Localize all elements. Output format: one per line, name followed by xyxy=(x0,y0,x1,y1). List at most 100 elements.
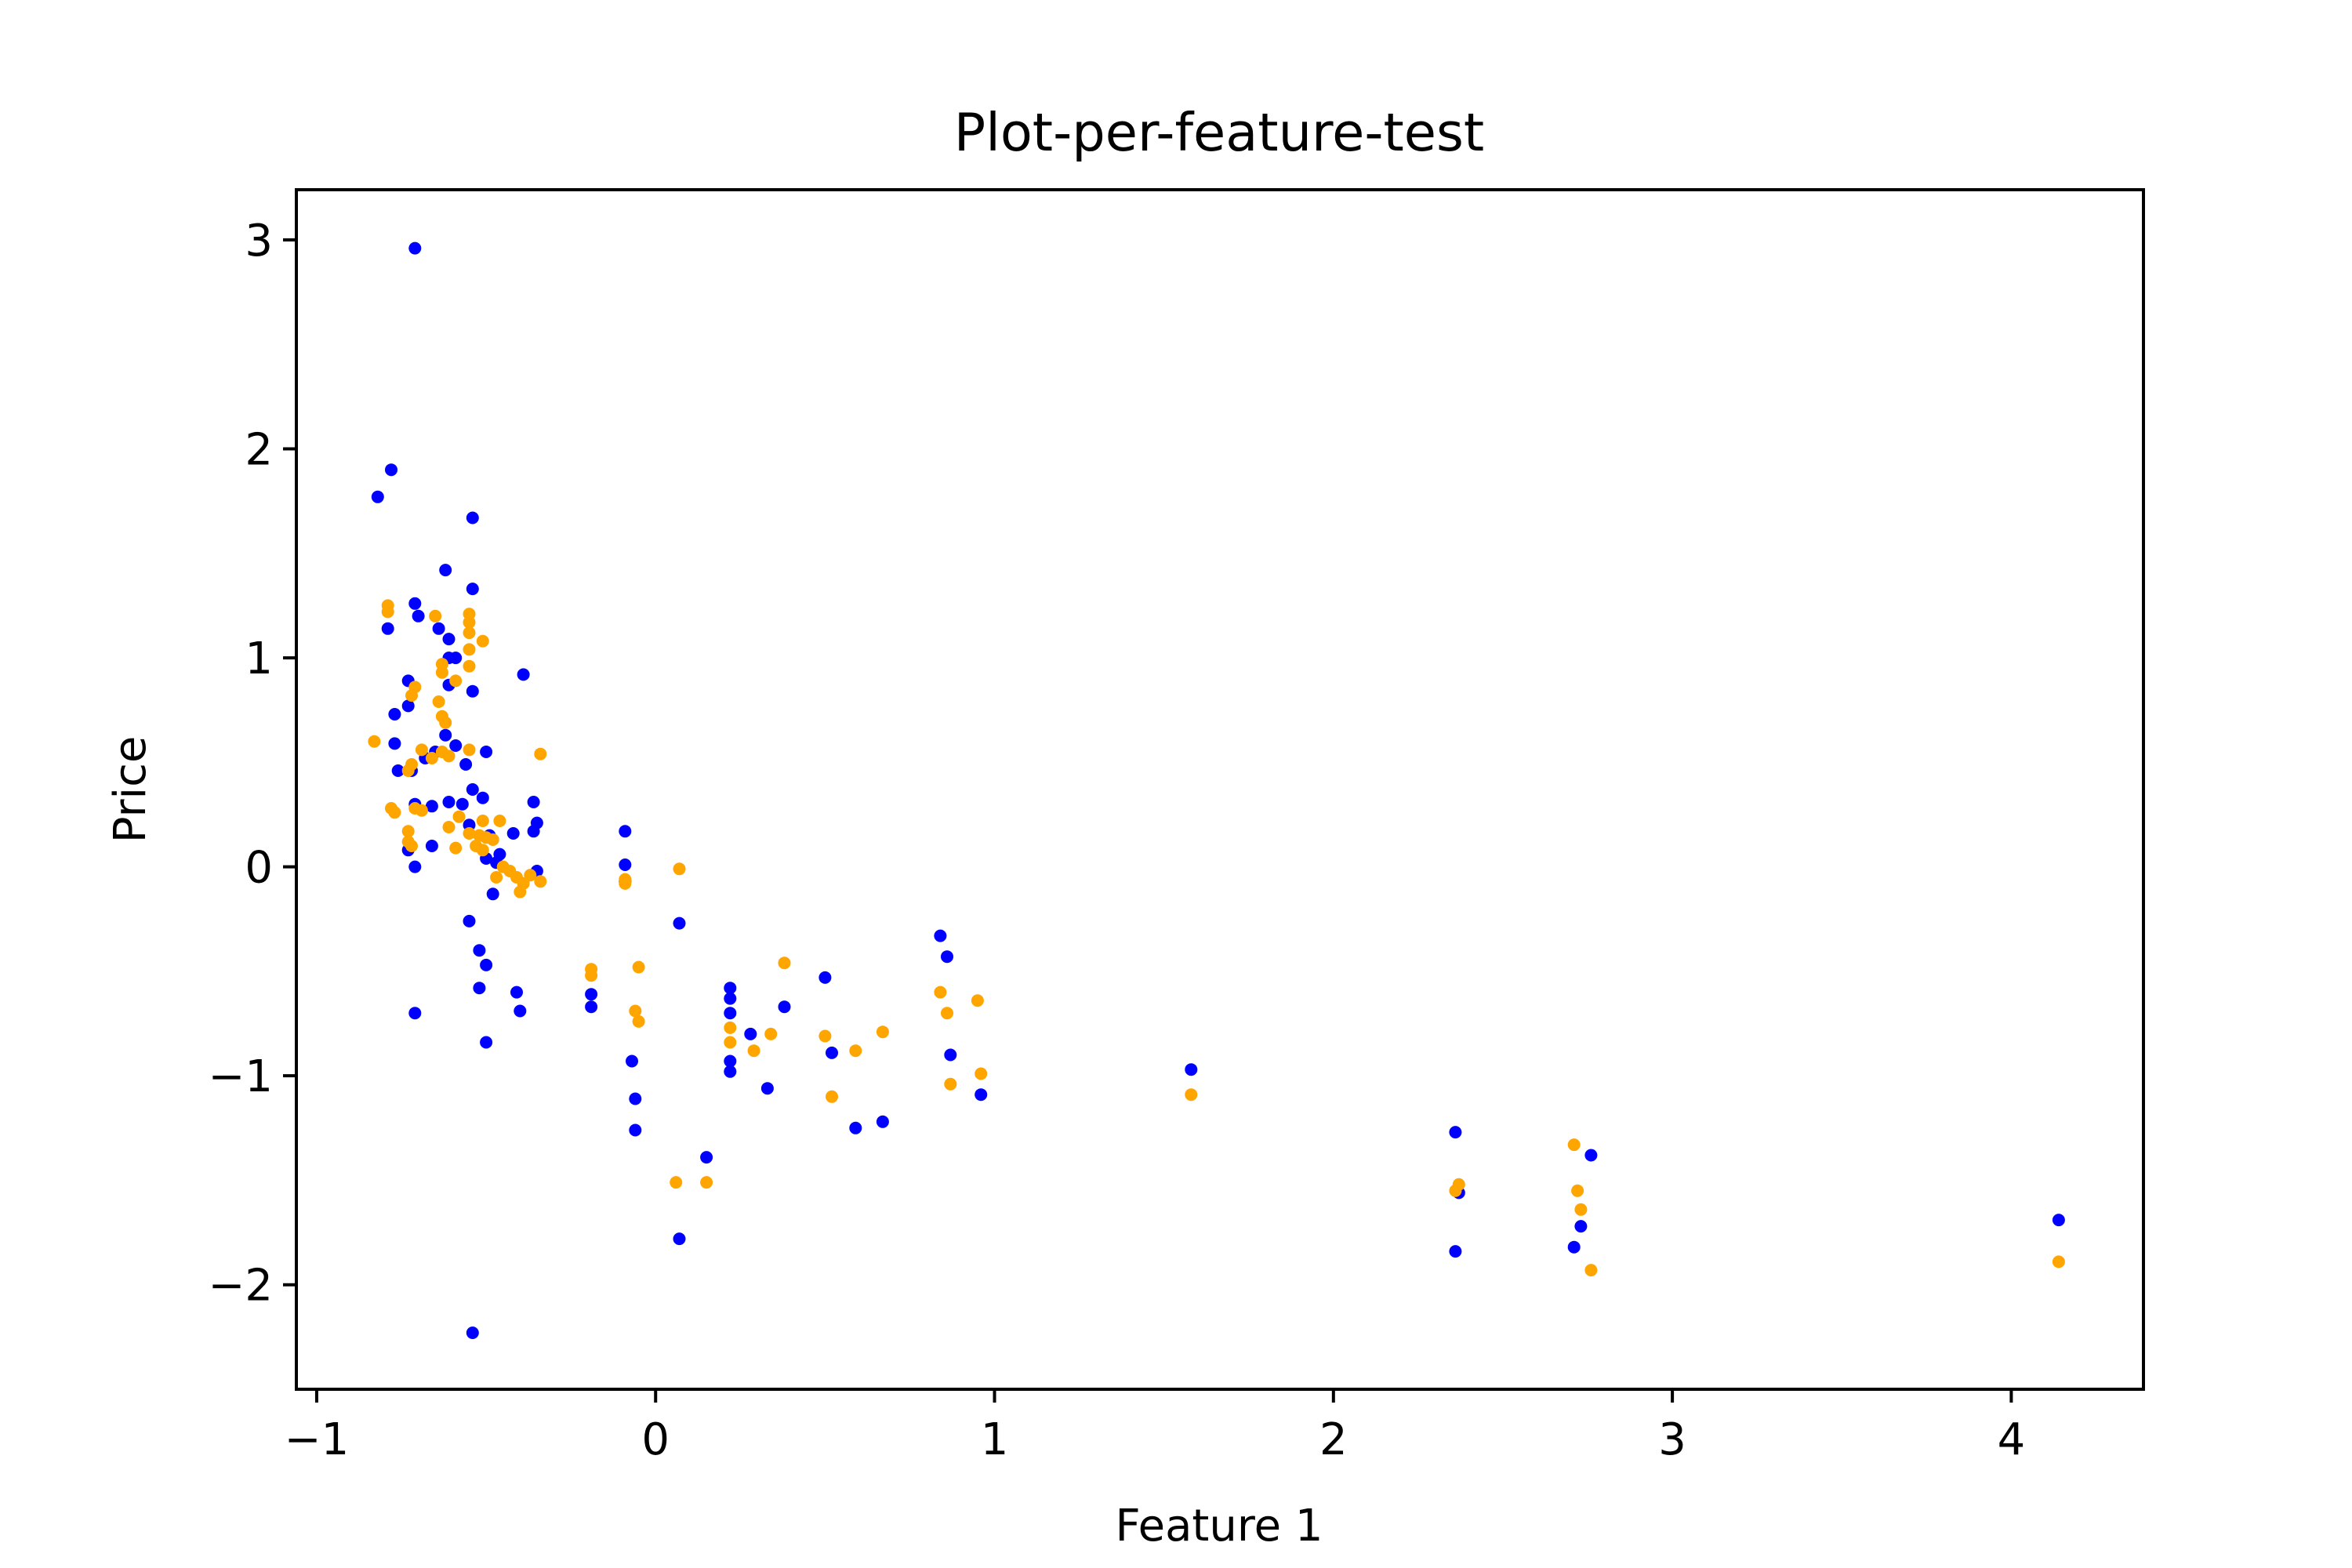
data-point-s1-38 xyxy=(506,827,520,840)
data-point-s2-41 xyxy=(449,841,463,855)
data-point-s2-82 xyxy=(1584,1264,1598,1277)
x-axis-label: Feature 1 xyxy=(1115,1501,1323,1552)
data-point-s1-64 xyxy=(629,1123,642,1137)
x-tick-label-2: 1 xyxy=(981,1414,1009,1465)
data-point-s2-71 xyxy=(934,985,947,999)
data-point-s2-64 xyxy=(747,1044,760,1058)
data-point-s2-78 xyxy=(1449,1184,1462,1197)
data-point-s2-23 xyxy=(534,747,547,760)
data-point-s1-17 xyxy=(401,699,415,713)
data-point-s2-54 xyxy=(619,877,632,890)
data-point-s2-72 xyxy=(941,1007,953,1020)
data-point-s2-14 xyxy=(432,695,445,708)
data-point-s2-19 xyxy=(463,743,476,757)
data-point-s1-4 xyxy=(439,564,452,577)
x-tick-label-0: −1 xyxy=(285,1414,350,1465)
data-point-s2-43 xyxy=(476,844,489,857)
data-point-s2-29 xyxy=(415,804,428,817)
data-point-s1-7 xyxy=(412,609,425,622)
data-point-s2-5 xyxy=(463,626,476,640)
data-point-s1-61 xyxy=(585,1000,598,1014)
data-point-s1-90 xyxy=(1584,1149,1598,1162)
data-point-s1-45 xyxy=(408,860,422,873)
data-point-s2-69 xyxy=(849,1044,862,1058)
data-point-s2-79 xyxy=(1567,1138,1581,1152)
data-point-s1-33 xyxy=(456,797,469,811)
data-point-s1-79 xyxy=(876,1115,889,1128)
data-point-s2-9 xyxy=(463,659,476,673)
data-point-s1-58 xyxy=(514,1004,527,1018)
x-tick-label-5: 4 xyxy=(1998,1414,2026,1465)
data-point-s2-25 xyxy=(401,764,415,777)
data-point-s1-40 xyxy=(425,840,438,852)
y-tick-label-1: −1 xyxy=(208,1051,273,1102)
data-point-s2-30 xyxy=(452,810,466,823)
data-point-s1-34 xyxy=(476,791,489,804)
data-point-s1-89 xyxy=(1567,1240,1581,1254)
y-tick-label-4: 2 xyxy=(245,425,273,476)
data-point-s2-70 xyxy=(876,1025,889,1039)
data-point-s2-66 xyxy=(778,956,791,970)
data-point-s2-49 xyxy=(524,869,537,882)
data-point-s1-81 xyxy=(941,950,953,964)
data-point-s1-57 xyxy=(510,985,523,999)
x-tick-label-4: 3 xyxy=(1658,1414,1686,1465)
y-axis: −2 −1 0 1 2 3 xyxy=(208,216,296,1312)
data-point-s2-60 xyxy=(670,1176,683,1189)
x-tick-label-3: 2 xyxy=(1319,1414,1348,1465)
data-point-s1-66 xyxy=(700,1151,713,1164)
y-tick-label-5: 3 xyxy=(245,216,273,267)
data-point-s1-26 xyxy=(391,764,405,777)
data-point-s1-32 xyxy=(425,800,438,813)
data-point-s2-10 xyxy=(435,666,448,679)
data-point-s2-35 xyxy=(463,827,476,840)
data-point-s1-12 xyxy=(449,652,463,665)
data-point-s2-51 xyxy=(534,875,547,888)
data-point-s1-55 xyxy=(408,1007,422,1020)
data-point-s1-83 xyxy=(975,1088,988,1102)
data-point-s1-1 xyxy=(385,463,397,477)
data-point-s1-72 xyxy=(724,1065,737,1078)
data-point-s1-84 xyxy=(1185,1063,1198,1076)
data-point-s1-47 xyxy=(486,887,499,901)
data-point-s1-76 xyxy=(818,971,832,984)
data-point-s1-3 xyxy=(466,511,479,524)
data-point-s1-73 xyxy=(744,1027,757,1040)
data-point-s1-13 xyxy=(517,668,530,681)
data-point-s1-30 xyxy=(442,796,456,808)
points-layer xyxy=(368,241,2065,1339)
data-point-s1-78 xyxy=(849,1121,862,1134)
x-tick-label-1: 0 xyxy=(641,1414,670,1465)
data-point-s2-16 xyxy=(439,716,452,729)
data-point-s2-32 xyxy=(493,815,506,827)
data-point-s1-6 xyxy=(408,597,422,610)
data-point-s1-20 xyxy=(449,739,463,752)
data-point-s2-7 xyxy=(463,643,476,656)
data-point-s2-62 xyxy=(724,1021,737,1034)
data-point-s2-21 xyxy=(442,750,456,763)
data-point-s2-65 xyxy=(764,1027,778,1040)
data-point-s1-19 xyxy=(439,728,452,742)
data-point-s1-9 xyxy=(432,622,445,635)
data-point-s2-4 xyxy=(463,615,476,629)
data-point-s1-87 xyxy=(1449,1245,1462,1258)
data-point-s2-52 xyxy=(673,862,686,876)
data-point-s1-16 xyxy=(466,684,479,698)
data-point-s1-63 xyxy=(629,1092,642,1105)
data-point-s1-69 xyxy=(724,992,737,1005)
data-point-s1-52 xyxy=(463,914,476,927)
y-axis-label: Price xyxy=(105,736,156,844)
data-point-s1-18 xyxy=(388,708,401,720)
data-point-s2-76 xyxy=(1185,1088,1198,1102)
data-point-s1-28 xyxy=(466,783,479,796)
plot-area-frame xyxy=(295,188,2145,1391)
data-point-s1-37 xyxy=(527,825,540,838)
data-point-s2-48 xyxy=(514,885,527,898)
data-point-s1-62 xyxy=(626,1054,638,1068)
data-point-s2-2 xyxy=(429,609,442,622)
data-point-s1-0 xyxy=(408,241,422,255)
data-point-s1-68 xyxy=(724,982,737,995)
data-point-s2-83 xyxy=(2052,1255,2065,1269)
